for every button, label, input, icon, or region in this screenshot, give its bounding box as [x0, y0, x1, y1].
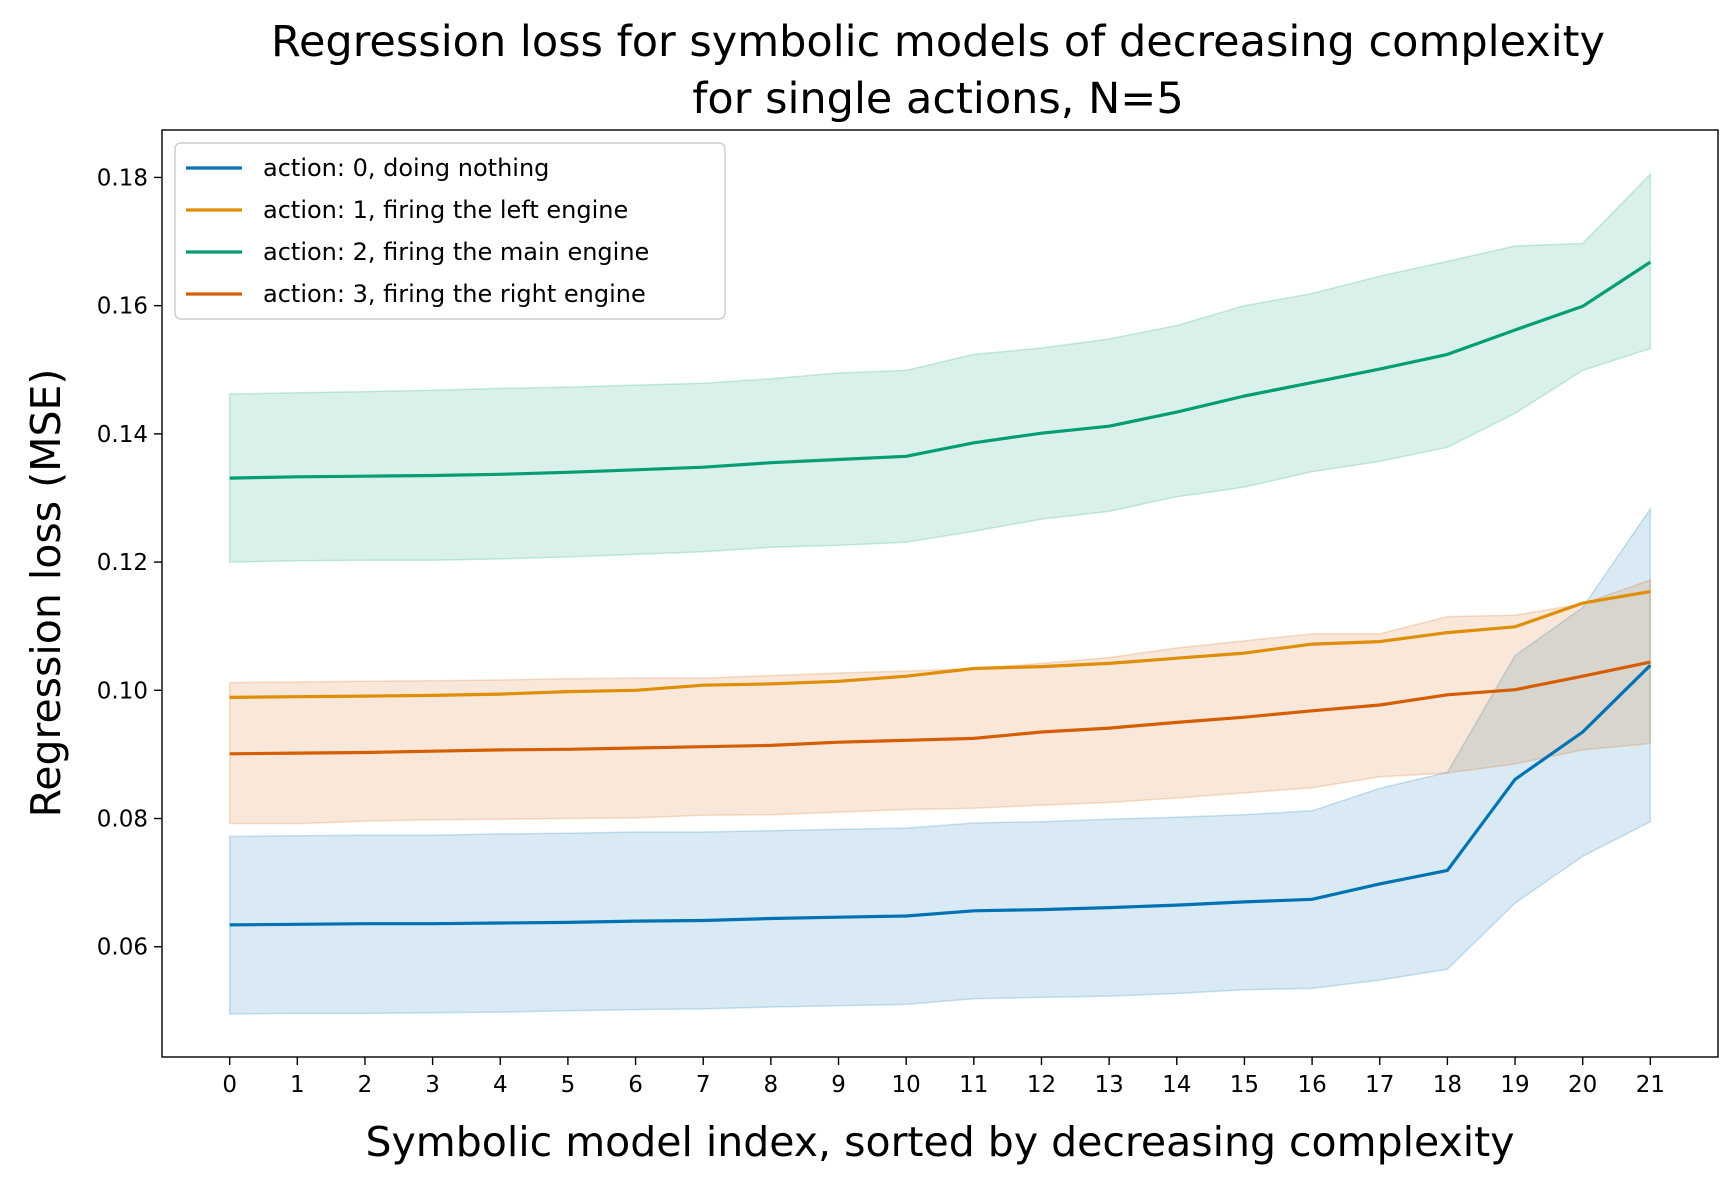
legend-entry-1: action: 1, firing the left engine [263, 196, 628, 224]
series-line-2 [229, 260, 1652, 480]
x-tick-label: 14 [1162, 1072, 1191, 1098]
legend: action: 0, doing nothing action: 1, firin… [174, 142, 726, 320]
confidence-band-0 [228, 506, 1652, 1015]
confidence-bands [228, 172, 1652, 1015]
x-tick-label: 3 [425, 1072, 440, 1098]
x-axis-ticks: 0 1 2 3 4 5 6 7 8 9 10 11 12 13 14 15 16 17 18 19 20 21 [222, 1057, 1665, 1098]
x-tick-label: 21 [1636, 1072, 1665, 1098]
chart-title-line-2: for single actions, N=5 [692, 74, 1183, 124]
series-line-0 [229, 664, 1652, 927]
plot-frame [161, 129, 1719, 1058]
x-tick-label: 9 [831, 1072, 846, 1098]
x-tick-label: 8 [764, 1072, 779, 1098]
legend-entry-3: action: 3, firing the right engine [263, 280, 646, 308]
confidence-band-3 [228, 578, 1652, 825]
legend-entry-0: action: 0, doing nothing [263, 154, 549, 182]
x-tick-label: 19 [1500, 1072, 1529, 1098]
y-tick-label: 0.10 [97, 678, 148, 704]
y-tick-label: 0.18 [97, 165, 148, 191]
chart-title-line-1: Regression loss for symbolic models of d… [271, 17, 1605, 67]
y-tick-label: 0.06 [97, 935, 148, 961]
y-tick-label: 0.14 [97, 422, 148, 448]
series-lines [229, 260, 1652, 927]
x-tick-label: 7 [696, 1072, 711, 1098]
y-tick-label: 0.12 [97, 550, 148, 576]
x-tick-label: 1 [290, 1072, 305, 1098]
y-tick-label: 0.08 [97, 807, 148, 833]
x-tick-label: 11 [959, 1072, 988, 1098]
x-tick-label: 0 [222, 1072, 237, 1098]
confidence-band-2 [228, 172, 1652, 563]
x-tick-label: 5 [561, 1072, 576, 1098]
x-tick-label: 20 [1568, 1072, 1597, 1098]
y-axis-ticks: 0.06 0.08 0.10 0.12 0.14 0.16 0.18 [97, 165, 162, 961]
x-tick-label: 18 [1433, 1072, 1462, 1098]
legend-entry-2: action: 2, firing the main engine [263, 238, 649, 266]
series-line-1 [229, 590, 1651, 699]
x-tick-label: 16 [1297, 1072, 1326, 1098]
x-tick-label: 12 [1027, 1072, 1056, 1098]
x-tick-label: 15 [1230, 1072, 1259, 1098]
series-line-3 [229, 660, 1651, 756]
x-tick-label: 2 [358, 1072, 373, 1098]
y-axis-label: Regression loss (MSE) [22, 369, 70, 818]
legend-box [174, 142, 726, 320]
x-tick-label: 4 [493, 1072, 508, 1098]
x-tick-label: 17 [1365, 1072, 1394, 1098]
x-axis-label: Symbolic model index, sorted by decreasi… [366, 1118, 1515, 1166]
y-tick-label: 0.16 [97, 294, 148, 320]
x-tick-label: 6 [628, 1072, 643, 1098]
x-tick-label: 13 [1094, 1072, 1123, 1098]
x-tick-label: 10 [892, 1072, 921, 1098]
